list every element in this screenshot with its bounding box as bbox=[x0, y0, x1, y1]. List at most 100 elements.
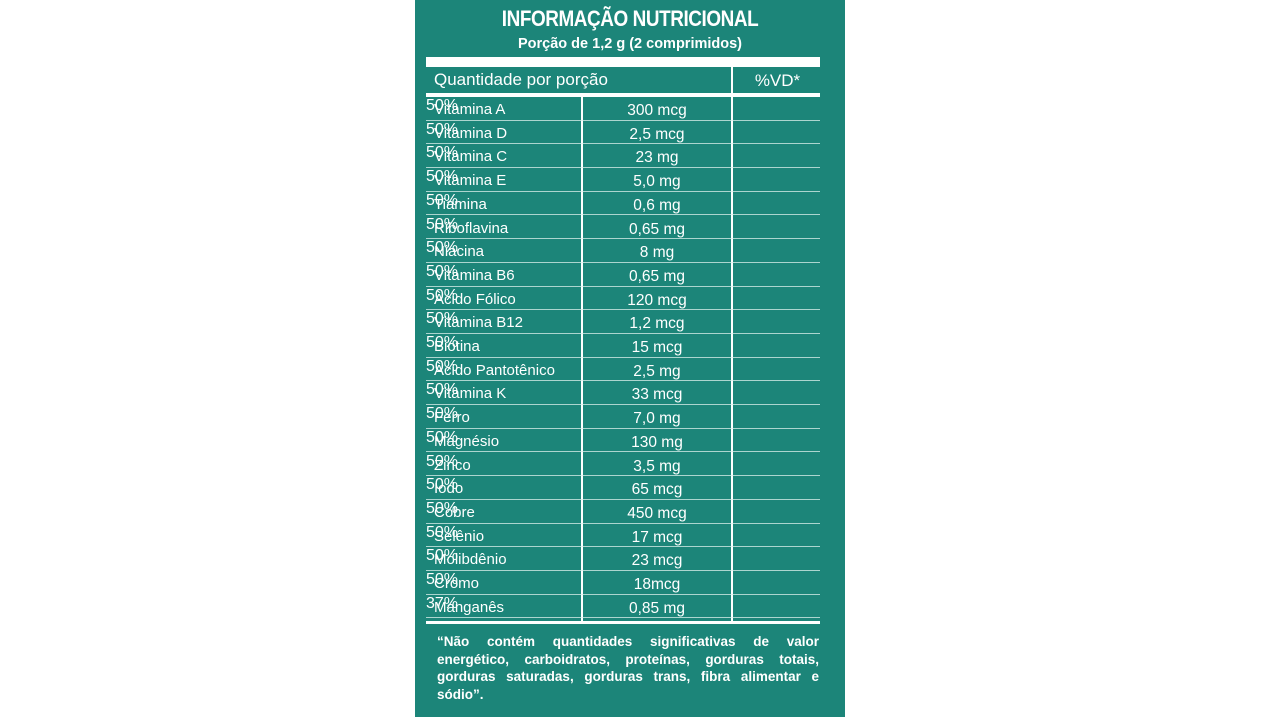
table-row: Vitamina E 5,0 mg 50% bbox=[426, 168, 820, 192]
nutrient-name: Cromo bbox=[434, 575, 480, 592]
nutrient-name: Cobre bbox=[434, 503, 475, 521]
nutrient-dv: 50% bbox=[426, 381, 459, 399]
nutrient-amount: 15 mcg bbox=[631, 339, 683, 356]
nutrient-name: Niacina bbox=[434, 243, 485, 261]
table-row: Iodo 65 mcg 50% bbox=[426, 476, 820, 500]
table-row: Magnésio 130 mg 50% bbox=[426, 429, 820, 453]
nutrient-amount: 0,6 mg bbox=[633, 196, 681, 214]
table-row: Zinco 3,5 mg 50% bbox=[426, 453, 820, 477]
nutrient-dv: 37% bbox=[426, 594, 459, 612]
table-row: Vitamina B12 1,2 mcg 50% bbox=[426, 310, 820, 334]
nutrient-amount: 2,5 mg bbox=[633, 362, 681, 380]
nutrient-name: Ferro bbox=[434, 409, 470, 427]
nutrient-table: Vitamina A 300 mcg 50% Vitamina D 2,5 mcg 50%… bbox=[426, 97, 820, 622]
nutrient-amount: 0,65 mg bbox=[628, 267, 685, 285]
nutrient-amount: 2,5 mcg bbox=[629, 125, 685, 143]
nutrient-amount: 300 mcg bbox=[627, 102, 687, 119]
nutrient-name: Vitamina D bbox=[434, 124, 508, 142]
table-row: Vitamina C 23 mg 50% bbox=[426, 144, 820, 169]
bottom-rule bbox=[426, 621, 820, 624]
header-rule bbox=[426, 93, 820, 97]
nutrient-name: Biotina bbox=[434, 338, 480, 355]
table-row: Molibdênio 23 mcg 50% bbox=[426, 547, 820, 571]
nutrient-dv: 50% bbox=[426, 547, 459, 565]
nutrient-name: Iodo bbox=[434, 480, 464, 498]
nutrient-dv: 50% bbox=[426, 523, 459, 541]
nutrient-name: Vitamina B12 bbox=[434, 314, 523, 332]
header-quantity-label: Quantidade por porção bbox=[434, 70, 608, 89]
nutrient-name: Àcido Pantotênico bbox=[434, 361, 555, 379]
nutrient-amount: 5,0 mg bbox=[633, 173, 681, 191]
nutrient-amount: 3,5 mg bbox=[633, 457, 681, 475]
header-divider bbox=[731, 67, 733, 93]
nutrient-dv: 50% bbox=[426, 428, 459, 446]
nutrient-name: Magnésio bbox=[434, 432, 500, 450]
nutrient-name: Vitamina K bbox=[434, 385, 507, 403]
nutrient-amount: 450 mcg bbox=[627, 504, 687, 522]
nutrient-dv: 50% bbox=[426, 144, 459, 162]
nutrient-name: Vitamina B6 bbox=[434, 266, 515, 284]
table-row: Vitamina B6 0,65 mg 50% bbox=[426, 263, 820, 287]
nutrient-dv: 50% bbox=[426, 357, 459, 375]
table-row: Cobre 450 mcg 50% bbox=[426, 500, 820, 524]
nutrient-amount: 8 mg bbox=[639, 244, 675, 262]
nutrient-amount: 65 mcg bbox=[631, 481, 683, 499]
table-row: Niacina 8 mg 50% bbox=[426, 239, 820, 263]
nutrient-dv: 50% bbox=[426, 405, 459, 423]
table-row: Cromo 18mcg 50% bbox=[426, 571, 820, 595]
nutrient-amount: 33 mcg bbox=[631, 386, 683, 404]
nutrient-name: Àcido Fólico bbox=[434, 290, 516, 308]
nutrient-name: Vitamina E bbox=[434, 172, 507, 190]
table-row: Biotina 15 mcg 50% bbox=[426, 334, 820, 358]
nutrient-dv: 50% bbox=[426, 262, 459, 280]
nutrient-dv: 50% bbox=[426, 286, 459, 304]
nutrient-dv: 50% bbox=[426, 499, 459, 517]
nutrient-dv: 50% bbox=[426, 452, 459, 470]
nutrient-name: Selênio bbox=[434, 527, 485, 545]
nutrient-amount: 1,2 mcg bbox=[629, 315, 685, 333]
footnote: “Não contém quantidades significativas d… bbox=[437, 634, 819, 702]
nutrient-amount: 18mcg bbox=[633, 576, 681, 593]
nutrient-name: Zinco bbox=[434, 456, 471, 474]
nutrient-dv: 50% bbox=[426, 476, 459, 494]
nutrient-dv: 50% bbox=[426, 239, 459, 257]
nutrient-amount: 23 mg bbox=[635, 149, 679, 167]
nutrient-name: Manganês bbox=[434, 598, 505, 616]
header-dv-label: %VD* bbox=[754, 71, 801, 90]
nutrient-amount: 0,85 mg bbox=[628, 599, 685, 617]
nutrition-facts-panel: INFORMAÇÃO NUTRICIONAL Porção de 1,2 g (… bbox=[415, 0, 845, 717]
nutrient-amount: 7,0 mg bbox=[633, 410, 681, 428]
nutrient-amount: 23 mcg bbox=[631, 552, 683, 570]
table-row: Ferro 7,0 mg 50% bbox=[426, 405, 820, 429]
column-divider-1 bbox=[581, 97, 583, 622]
table-row: Vitamina D 2,5 mcg 50% bbox=[426, 121, 820, 145]
nutrient-dv: 50% bbox=[426, 97, 459, 114]
serving-size: Porção de 1,2 g (2 comprimidos) bbox=[518, 36, 742, 52]
table-row: Tiamina 0,6 mg 50% bbox=[426, 192, 820, 216]
table-header: Quantidade por porção %VD* bbox=[426, 67, 820, 93]
top-rule bbox=[426, 57, 820, 67]
table-row: Àcido Fólico 120 mcg 50% bbox=[426, 287, 820, 311]
nutrient-dv: 50% bbox=[426, 334, 459, 351]
nutrient-dv: 50% bbox=[426, 168, 459, 186]
nutrient-amount: 0,65 mg bbox=[628, 220, 685, 238]
nutrient-amount: 17 mcg bbox=[631, 528, 683, 546]
nutrient-name: Tiamina bbox=[434, 195, 487, 213]
table-row: Selênio 17 mcg 50% bbox=[426, 524, 820, 548]
table-row: Manganês 0,85 mg 37% bbox=[426, 595, 820, 619]
nutrient-amount: 120 mcg bbox=[627, 291, 687, 309]
table-row: Vitamina A 300 mcg 50% bbox=[426, 97, 820, 121]
nutrient-amount: 130 mg bbox=[631, 433, 683, 451]
nutrient-dv: 50% bbox=[426, 120, 459, 138]
column-divider-2 bbox=[731, 97, 733, 622]
nutrient-name: Vitamina C bbox=[434, 148, 508, 166]
nutrient-dv: 50% bbox=[426, 191, 459, 209]
nutrient-name: Molibdênio bbox=[434, 551, 507, 569]
label-title: INFORMAÇÃO NUTRICIONAL bbox=[501, 6, 759, 31]
nutrient-dv: 50% bbox=[426, 310, 459, 328]
table-row: Àcido Pantotênico 2,5 mg 50% bbox=[426, 358, 820, 382]
nutrient-name: Riboflavina bbox=[434, 219, 509, 237]
nutrient-dv: 50% bbox=[426, 571, 459, 588]
nutrient-name: Vitamina A bbox=[434, 101, 506, 118]
table-row: Riboflavina 0,65 mg 50% bbox=[426, 216, 820, 240]
